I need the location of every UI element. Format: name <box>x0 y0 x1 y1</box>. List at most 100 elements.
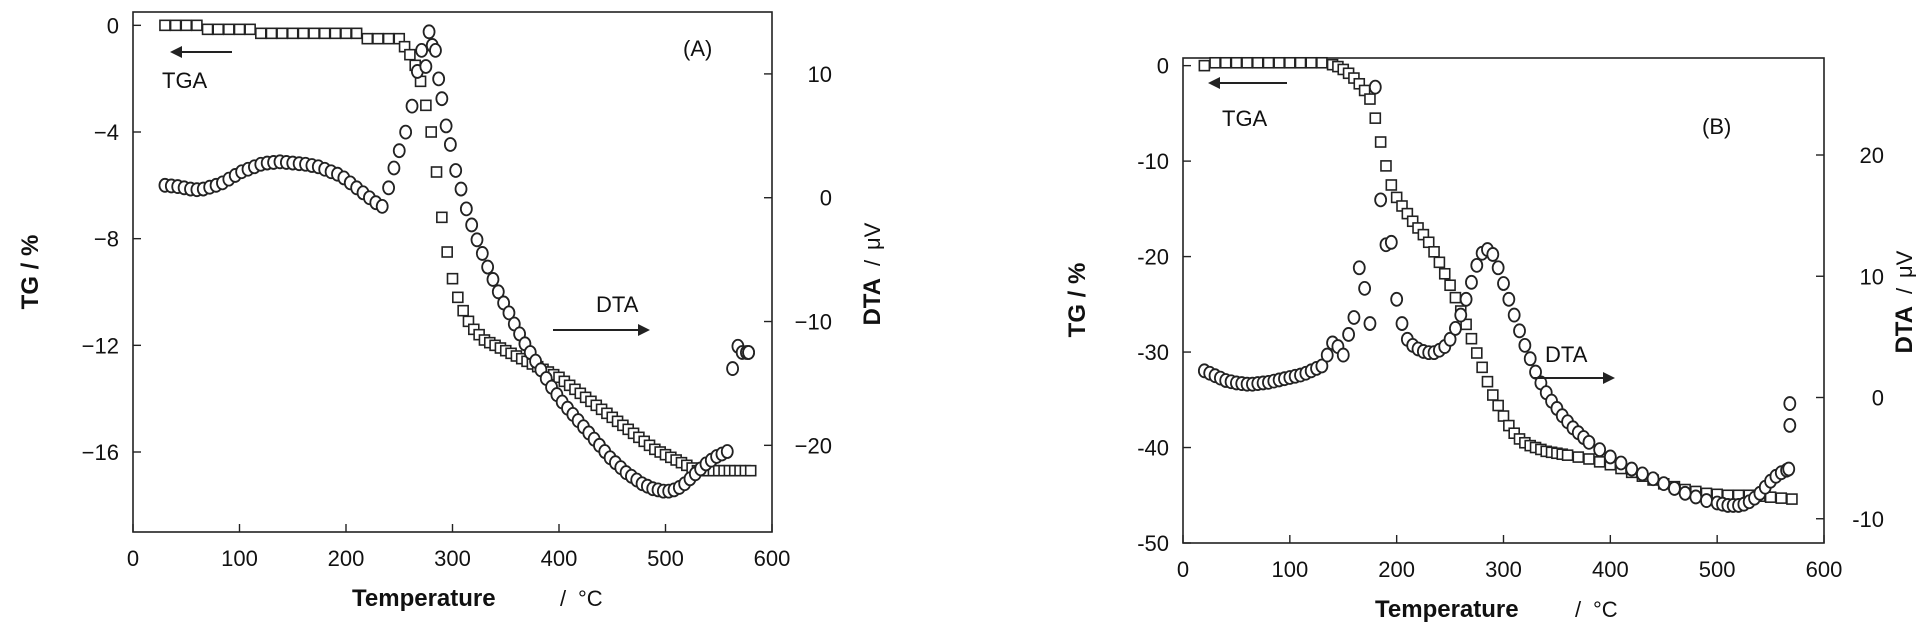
dta-point <box>1465 274 1478 290</box>
dta-point <box>1502 291 1516 307</box>
dta-point <box>1491 260 1505 276</box>
panel-label-b: (B) <box>1702 114 1731 139</box>
dta-point <box>459 201 473 217</box>
tga-arrow-head-b <box>1208 77 1220 89</box>
y2-axis-unit-b: μV <box>1892 250 1917 278</box>
dta-point <box>1320 347 1334 363</box>
y2-axis-slash-a: / <box>860 259 885 266</box>
x-axis-label-a: Temperature <box>352 585 496 612</box>
tga-point <box>361 32 374 45</box>
x-tick-label: 0 <box>1177 557 1189 582</box>
tga-point <box>1481 375 1494 388</box>
dta-point <box>1459 291 1473 307</box>
dta-point <box>392 143 406 159</box>
y-tick-label: -40 <box>1137 436 1169 461</box>
y-tick-label: 0 <box>107 13 119 38</box>
tga-point <box>169 19 182 32</box>
tga-point <box>1497 410 1510 422</box>
y-axis-title-b: TG / % <box>1064 263 1091 338</box>
x-tick-label: 400 <box>1592 557 1629 582</box>
dta-point <box>1625 461 1639 477</box>
y-axis-title-a: TG / % <box>17 235 44 310</box>
dta-point <box>1582 434 1596 450</box>
tick-marks-a <box>132 24 773 532</box>
x-tick-label: 200 <box>1378 557 1415 582</box>
x-tick-label: 200 <box>328 546 365 571</box>
tga-point <box>1385 179 1398 191</box>
tga-point <box>265 27 278 40</box>
tga-point <box>1230 56 1243 69</box>
dta-point <box>1603 449 1617 465</box>
tga-point <box>180 19 193 32</box>
tga-point <box>286 27 299 40</box>
tga-point <box>1476 361 1488 374</box>
dta-point <box>1518 337 1532 353</box>
tga-point <box>318 27 331 40</box>
dta-point <box>502 305 516 321</box>
dta-point <box>1368 79 1382 95</box>
dta-point <box>1315 358 1329 374</box>
dta-point <box>1395 316 1409 331</box>
dta-point <box>1390 291 1404 307</box>
tga-point <box>1262 56 1275 69</box>
x-tick-label: 500 <box>1699 557 1736 582</box>
chart-panel-b: 0 100 200 300 400 500 600 0-10-20-30-40-50 201… <box>1064 54 1918 623</box>
tga-point <box>425 126 438 138</box>
tga-point <box>201 23 214 36</box>
x-axis-label-b: Temperature <box>1375 596 1519 623</box>
dta-point <box>375 198 389 214</box>
tga-point <box>1219 56 1232 69</box>
y-tick-label: −12 <box>82 333 119 358</box>
tga-point <box>297 27 310 40</box>
dta-point <box>1363 316 1377 331</box>
dta-point <box>1783 417 1797 433</box>
tga-arrow-head-a <box>170 46 182 58</box>
dta-point <box>1374 192 1388 208</box>
tga-point <box>233 23 246 36</box>
tga-point <box>1786 493 1798 505</box>
tga-point <box>1374 136 1387 148</box>
dta-point <box>1782 461 1796 477</box>
dta-point <box>1689 489 1703 505</box>
dta-point <box>1646 471 1660 487</box>
tga-point <box>1492 399 1504 412</box>
tga-point <box>1572 451 1585 463</box>
dta-point <box>419 59 433 74</box>
series-dta-a <box>158 24 755 499</box>
tga-point <box>276 27 288 40</box>
dta-point <box>1783 396 1797 411</box>
y-tick-labels-b: 0 -10 -20 -30 -40 -50 <box>1137 54 1169 556</box>
dta-point <box>491 284 505 300</box>
tga-point <box>1449 291 1462 304</box>
tga-point <box>1470 347 1483 359</box>
tga-point <box>212 23 224 36</box>
y2-tick-label: 20 <box>1860 143 1884 168</box>
tga-point <box>1583 453 1595 465</box>
tick-marks-b <box>1182 64 1825 544</box>
tga-point <box>382 32 395 45</box>
dta-point <box>720 444 734 459</box>
dta-point <box>470 232 484 248</box>
y-tick-label: −8 <box>94 227 119 252</box>
tga-point <box>1561 449 1574 461</box>
dta-point <box>405 98 419 114</box>
tga-point <box>350 27 363 40</box>
tga-point <box>404 48 416 61</box>
y2-axis-slash-b: / <box>1892 287 1917 294</box>
dta-arrow-head-a <box>638 324 650 336</box>
x-tick-label: 100 <box>221 546 258 571</box>
x-tick-label: 500 <box>647 546 684 571</box>
dta-point <box>1635 466 1649 482</box>
tga-point <box>244 23 256 36</box>
dta-point <box>432 71 446 87</box>
tga-point <box>441 246 453 258</box>
tga-point <box>1316 56 1328 69</box>
y2-axis-label-b: DTA <box>1891 306 1918 354</box>
tga-point <box>1487 389 1499 401</box>
y-tick-label: 0 <box>1157 54 1169 79</box>
x-axis-unit-a: °C <box>578 586 603 611</box>
x-tick-label: 300 <box>434 546 471 571</box>
tga-point <box>1241 56 1253 69</box>
tga-point <box>372 32 384 45</box>
